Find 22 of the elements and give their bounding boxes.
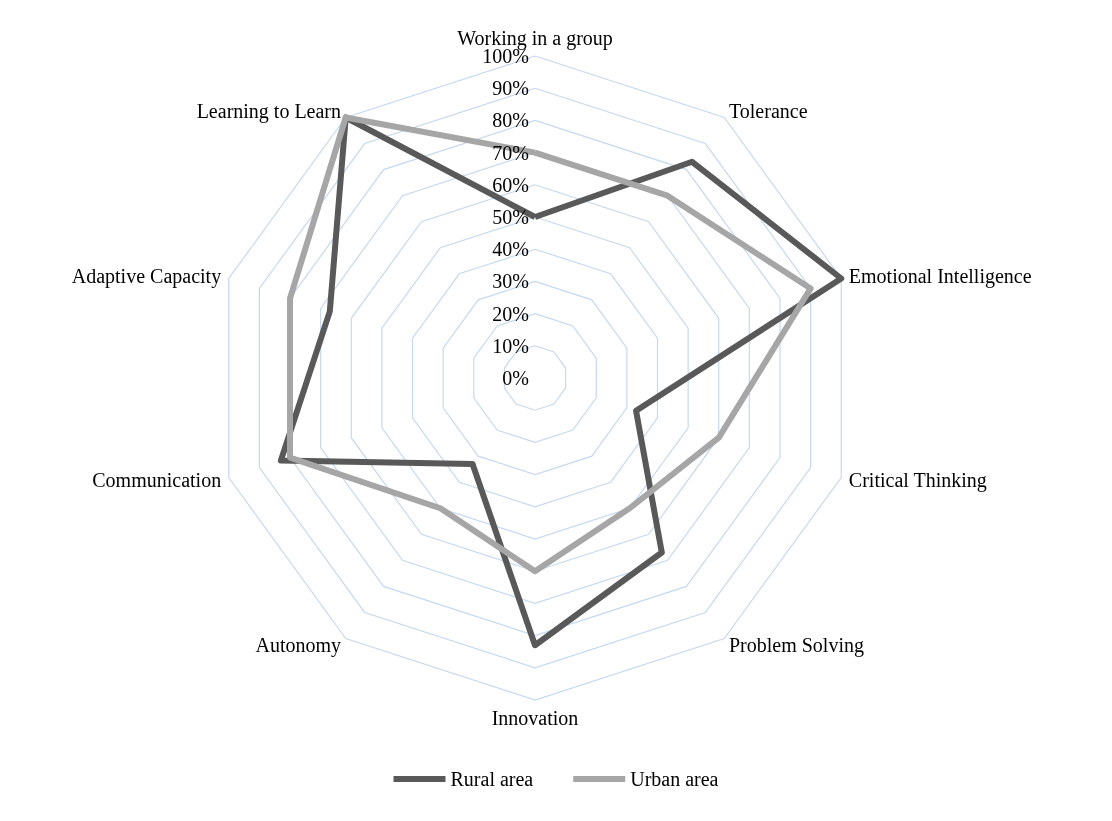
y-tick-label: 80% [492,109,529,132]
y-tick-label: 30% [492,270,529,293]
spoke-label: Critical Thinking [848,468,987,492]
spoke-label: Problem Solving [728,633,864,657]
spoke-label: Working in a group [457,27,613,50]
y-tick-label: 70% [492,141,529,164]
spoke-label: Emotional Intelligence [848,265,1032,289]
spoke-label: Tolerance [728,100,808,123]
y-tick-label: 0% [502,367,529,389]
spoke-label: Adaptive Capacity [71,265,222,289]
spoke-label: Learning to Learn [196,100,342,124]
spoke-label: Communication [92,468,222,491]
spoke-label: Autonomy [255,633,342,657]
y-tick-label: 90% [492,77,529,100]
legend-label: Rural area [450,768,534,790]
y-tick-label: 60% [492,173,529,196]
y-tick-label: 20% [492,302,529,325]
spoke-label: Innovation [491,707,579,729]
legend-label: Urban area [630,768,719,790]
y-tick-label: 40% [492,238,529,261]
y-tick-label: 50% [492,206,529,228]
y-tick-label: 10% [492,334,529,357]
